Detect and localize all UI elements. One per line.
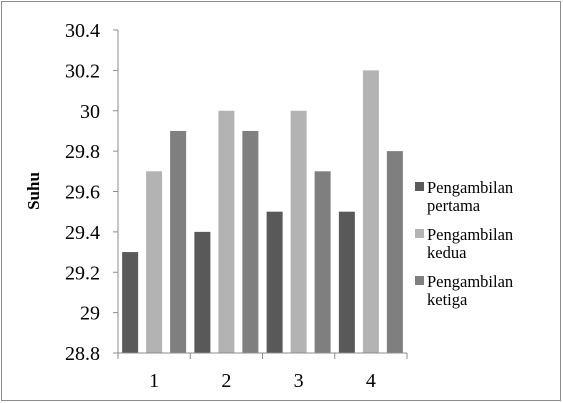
y-tick-label: 29 [80, 303, 100, 325]
plot-area: 28.8 29 29.2 29.4 29.6 29.8 30 30.2 30.4 1 2 3 4 [65, 20, 408, 392]
legend-swatch [415, 229, 424, 238]
y-tick-label: 30 [80, 101, 100, 123]
bar-series3-cat1 [170, 130, 187, 353]
bar-series2-cat1 [146, 171, 163, 353]
legend-swatch [415, 182, 424, 191]
y-tick-label: 29.2 [65, 262, 100, 284]
bar-series1-cat4 [338, 211, 355, 353]
legend-label-line: Pengambilan [427, 272, 513, 291]
bar-series1-cat3 [266, 211, 283, 353]
legend-label: Pengambilan ketiga [427, 272, 513, 309]
legend-label-line: Pengambilan [427, 225, 513, 244]
y-tick-label: 28.8 [65, 343, 100, 365]
legend-label-line: Pengambilan [427, 178, 513, 197]
bar-series1-cat1 [122, 252, 139, 353]
bar-series3-cat2 [242, 130, 259, 353]
y-tick-label: 29.6 [65, 182, 100, 204]
bar-series2-cat2 [218, 110, 235, 353]
bar-series2-cat4 [362, 70, 379, 353]
bar-series2-cat3 [290, 110, 307, 353]
legend-label-line: ketiga [427, 290, 468, 309]
bar-series3-cat4 [386, 151, 403, 353]
y-tick-label: 29.8 [65, 141, 100, 163]
x-tick-label: 4 [366, 370, 376, 392]
legend-label: Pengambilan pertama [427, 178, 513, 215]
bar-series3-cat3 [314, 171, 331, 353]
bar-series1-cat2 [194, 231, 211, 353]
x-tick-label: 1 [149, 370, 159, 392]
y-tick-label: 30.2 [65, 60, 100, 82]
legend-label-line: pertama [427, 196, 481, 215]
x-tick-label: 3 [294, 370, 304, 392]
y-tick-label: 29.4 [65, 222, 100, 244]
legend-label: Pengambilan kedua [427, 225, 513, 262]
x-tick-label: 2 [221, 370, 231, 392]
legend-label-line: kedua [427, 243, 467, 262]
legend-swatch [415, 276, 424, 285]
y-axis-title: Suhu [24, 172, 43, 210]
y-tick-label: 30.4 [65, 20, 100, 42]
